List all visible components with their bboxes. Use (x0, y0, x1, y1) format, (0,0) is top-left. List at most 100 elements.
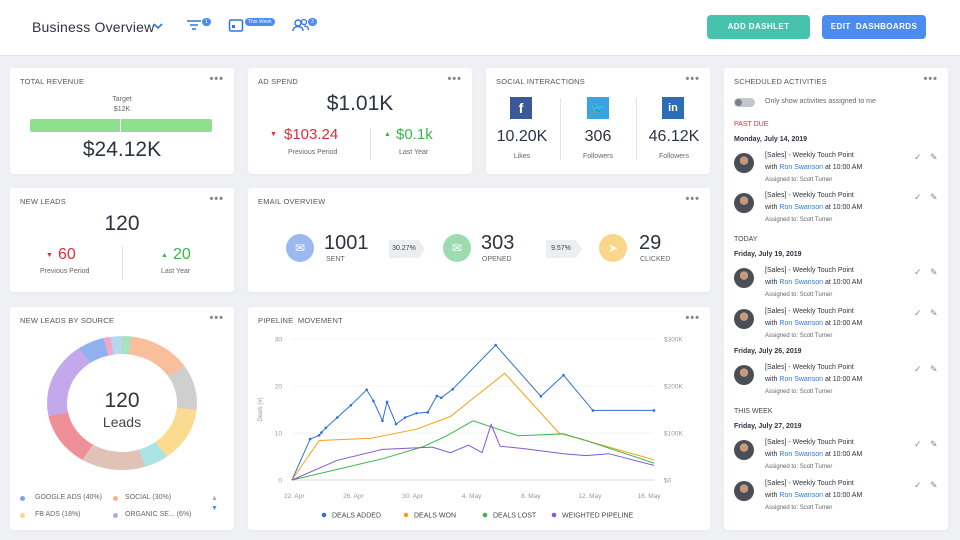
contact-link[interactable]: Ron Swanson (779, 320, 823, 327)
more-icon[interactable]: ••• (685, 73, 700, 85)
more-icon[interactable]: ••• (209, 73, 224, 85)
pencil-icon[interactable]: ✎ (930, 308, 938, 318)
check-icon[interactable]: ✓ (914, 364, 922, 374)
data-point (440, 396, 443, 400)
assigned-to: Assigned to: Scott Turner (765, 292, 833, 298)
more-icon[interactable]: ••• (447, 73, 462, 85)
edit-dashboards-button[interactable]: EDIT DASHBOARDS (822, 15, 926, 39)
top-bar: Business Overview 1 This Week 3 ADD DASH… (0, 0, 960, 56)
check-icon[interactable]: ✓ (914, 267, 922, 277)
activity-item[interactable]: [Sales] - Weekly Touch Point with Ron Sw… (734, 480, 939, 520)
contact-link[interactable]: Ron Swanson (779, 451, 823, 458)
legend-dot (113, 513, 118, 518)
calendar-badge: This Week (245, 18, 275, 26)
data-point (652, 409, 656, 412)
data-point (349, 403, 353, 407)
contact-link[interactable]: Ron Swanson (779, 204, 823, 211)
clicked-label: CLICKED (640, 256, 671, 263)
more-icon[interactable]: ••• (209, 193, 224, 205)
legend-down-icon[interactable]: ▼ (211, 505, 218, 512)
legend-marker (551, 512, 557, 518)
divider (560, 98, 561, 160)
card-title: SCHEDULED ACTIVITIES (734, 77, 827, 86)
y2-tick-label: $0 (664, 478, 672, 485)
x-tick-label: 12. May (578, 493, 602, 500)
add-dashlet-button[interactable]: ADD DASHLET (707, 15, 810, 39)
contact-link[interactable]: Ron Swanson (779, 164, 823, 171)
last-year-label: Last Year (399, 149, 429, 156)
pencil-icon[interactable]: ✎ (930, 480, 938, 490)
y2-tick-label: $300K (664, 337, 683, 344)
sent-open-rate: 30.27% (389, 240, 419, 258)
more-icon[interactable]: ••• (923, 73, 938, 85)
more-icon[interactable]: ••• (209, 312, 224, 324)
activity-with: with Ron Swanson at 10:00 AM (765, 320, 862, 327)
legend-dot (113, 496, 118, 501)
data-point (320, 431, 323, 434)
assigned-toggle[interactable] (734, 98, 755, 107)
data-point (403, 416, 407, 419)
pipeline-movement-card: PIPELINE MOVEMENT ••• 30 $300K 20 $200K 10 $1… (248, 307, 710, 530)
activity-time: at 10:00 AM (823, 164, 863, 171)
with-text: with (765, 492, 780, 499)
rate-arrow (576, 240, 582, 258)
pencil-icon[interactable]: ✎ (930, 152, 938, 162)
assigned-to: Assigned to: Scott Turner (765, 505, 833, 511)
pencil-icon[interactable]: ✎ (930, 439, 938, 449)
activity-with: with Ron Swanson at 10:00 AM (765, 164, 862, 171)
more-icon[interactable]: ••• (685, 193, 700, 205)
check-icon[interactable]: ✓ (914, 439, 922, 449)
activity-title: [Sales] - Weekly Touch Point (765, 267, 854, 274)
y2-tick-label: $200K (664, 384, 683, 391)
legend-up-icon[interactable]: ▲ (211, 495, 218, 502)
data-point (539, 395, 543, 398)
social-interactions-card: SOCIAL INTERACTIONS ••• f 10.20K Likes 🐦… (486, 68, 710, 174)
with-text: with (765, 164, 780, 171)
contact-link[interactable]: Ron Swanson (779, 279, 823, 286)
activity-item[interactable]: [Sales] - Weekly Touch Point with Ron Sw… (734, 192, 939, 232)
scheduled-activities-card: SCHEDULED ACTIVITIES ••• Only show activ… (724, 68, 948, 530)
calendar-icon[interactable] (228, 17, 244, 33)
legend-label: DEALS WON (414, 513, 456, 520)
new-leads-card: NEW LEADS ••• 120 ▼ 60 Previous Period ▲… (10, 188, 234, 292)
activity-item[interactable]: [Sales] - Weekly Touch Point with Ron Sw… (734, 439, 939, 479)
pencil-icon[interactable]: ✎ (930, 267, 938, 277)
x-tick-label: 26. Apr (343, 493, 364, 500)
filter-icon[interactable] (186, 17, 202, 33)
more-icon[interactable]: ••• (685, 312, 700, 324)
prev-period-value: $103.24 (284, 126, 339, 143)
chevron-down-icon[interactable] (152, 20, 164, 32)
check-icon[interactable]: ✓ (914, 152, 922, 162)
twitter-value: 306 (584, 128, 612, 145)
up-arrow-icon: ▲ (161, 252, 168, 259)
check-icon[interactable]: ✓ (914, 480, 922, 490)
data-point (451, 387, 454, 391)
users-icon[interactable] (292, 17, 310, 33)
legend-label: WEIGHTED PIPELINE (562, 513, 634, 520)
past-due-heading: PAST DUE (734, 121, 769, 128)
activity-item[interactable]: [Sales] - Weekly Touch Point with Ron Sw… (734, 364, 939, 404)
linkedin-label: Followers (659, 153, 689, 160)
activity-item[interactable]: [Sales] - Weekly Touch Point with Ron Sw… (734, 267, 939, 307)
pencil-icon[interactable]: ✎ (930, 192, 938, 202)
activity-date: Monday, July 14, 2019 (734, 136, 808, 143)
twitter-icon[interactable]: 🐦 (587, 97, 609, 119)
check-icon[interactable]: ✓ (914, 192, 922, 202)
y-axis-label: Deals (#) (258, 397, 264, 421)
legend-marker (482, 512, 488, 518)
pencil-icon[interactable]: ✎ (930, 364, 938, 374)
contact-link[interactable]: Ron Swanson (779, 376, 823, 383)
y-tick-label: 10 (275, 431, 283, 438)
pipeline-chart: 30 $300K 20 $200K 10 $100K 0 $0 Deals (#) 22. Apr… (258, 337, 683, 520)
activity-item[interactable]: [Sales] - Weekly Touch Point with Ron Sw… (734, 152, 939, 192)
activity-item[interactable]: [Sales] - Weekly Touch Point with Ron Sw… (734, 308, 939, 348)
legend-dot (20, 513, 25, 518)
check-icon[interactable]: ✓ (914, 308, 922, 318)
linkedin-icon[interactable]: in (662, 97, 684, 119)
prev-period-label: Previous Period (288, 149, 338, 156)
divider (122, 246, 123, 280)
contact-link[interactable]: Ron Swanson (779, 492, 823, 499)
activity-time: at 10:00 AM (823, 451, 863, 458)
facebook-icon[interactable]: f (510, 97, 532, 119)
activity-title: [Sales] - Weekly Touch Point (765, 152, 854, 159)
